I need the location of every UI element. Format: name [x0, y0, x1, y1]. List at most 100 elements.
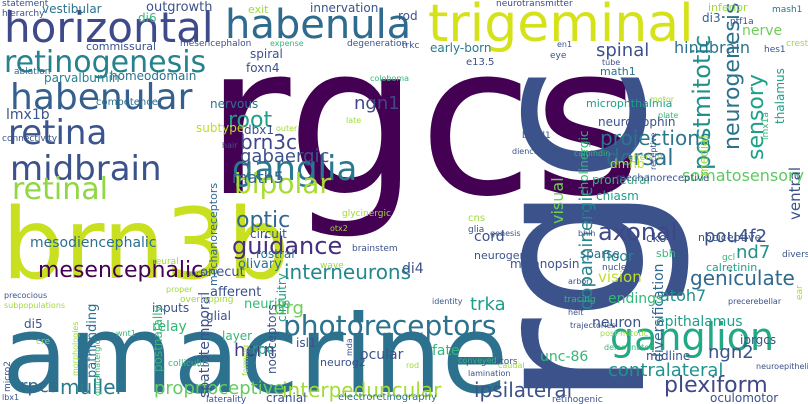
cloud-word: atoh7: [660, 286, 707, 305]
cloud-word: glycinergic: [342, 209, 391, 219]
cloud-word: lbx1: [2, 393, 20, 402]
cloud-word: degeneration: [347, 39, 408, 49]
cloud-word: interpeduncular: [282, 378, 442, 402]
cloud-word: gcl: [722, 253, 736, 263]
cloud-word: neurogenic: [474, 249, 536, 262]
cloud-word: oculomotor: [710, 391, 779, 404]
cloud-word: retinogenic: [552, 395, 603, 404]
cloud-word: post-mitotic: [600, 329, 648, 338]
cloud-word: projections: [600, 126, 711, 150]
cloud-word: glutamatergic: [93, 339, 102, 396]
cloud-word: thalamus: [773, 68, 787, 124]
cloud-word: neurotransmitter: [496, 0, 573, 9]
cloud-word: epithalamus: [656, 314, 743, 330]
cloud-word: vestibular: [42, 2, 102, 16]
cloud-word: di6: [138, 11, 157, 25]
cloud-word: horizontal: [4, 3, 214, 52]
cloud-word: outgrowth: [146, 0, 213, 15]
cloud-word: di3: [702, 11, 721, 25]
cloud-word: trka: [470, 294, 506, 315]
cloud-word: geniculate: [690, 266, 795, 290]
cloud-word: spiral: [250, 47, 283, 61]
cloud-word: isl1: [296, 336, 317, 350]
cloud-word: rpcs: [20, 376, 59, 397]
cloud-word: lamination: [468, 369, 511, 378]
cloud-word: morphologies: [71, 321, 80, 376]
cloud-word: tube: [602, 58, 621, 67]
cloud-word: horn: [234, 340, 275, 361]
cloud-word: sbh: [656, 247, 676, 260]
cloud-word: calbindin: [574, 149, 611, 158]
cloud-word: ablation: [14, 67, 51, 77]
cloud-word: di4: [402, 261, 424, 277]
cloud-word: cko: [646, 231, 667, 245]
cloud-word: retinogenesis: [4, 45, 207, 80]
cloud-word: ventral: [786, 166, 804, 220]
cloud-word: afferent: [210, 285, 262, 300]
cloud-word: forming: [241, 344, 250, 376]
cloud-word: nociceptive: [698, 231, 762, 244]
cloud-word: brn3b: [2, 188, 290, 302]
cloud-word: hair: [222, 141, 238, 150]
cloud-word: nervous: [210, 97, 259, 111]
cloud-word: neurotrophin: [598, 115, 676, 129]
cloud-word: brainstem: [352, 244, 398, 254]
cloud-word: dbx1: [244, 123, 274, 137]
cloud-word: visual: [548, 177, 567, 224]
cloud-word: rostral: [256, 247, 295, 261]
cloud-word: competence: [96, 97, 158, 108]
cloud-word: cns: [468, 213, 486, 224]
cloud-word: tracing: [564, 295, 596, 305]
cloud-word: microphthalmia: [586, 97, 673, 110]
cloud-word: somatosensory: [682, 166, 805, 185]
cloud-word: relay: [152, 319, 187, 335]
cloud-word: diencephalon: [512, 147, 566, 156]
cloud-word: outer: [276, 124, 298, 133]
cloud-word: identity: [432, 297, 463, 306]
cloud-word: subtype: [196, 121, 245, 135]
cloud-word: interneurons: [284, 260, 412, 284]
cloud-word: mechanoreceptive: [616, 173, 710, 184]
cloud-word: habenula: [225, 2, 412, 48]
cloud-word: wave: [320, 261, 344, 271]
cloud-word: spinal: [596, 40, 650, 61]
cloud-word: crest: [786, 39, 808, 49]
cloud-word: electroretinography: [338, 392, 437, 403]
cloud-word: axonal: [598, 218, 678, 246]
cloud-word: statement: [2, 0, 49, 9]
cloud-word: circuit: [250, 227, 287, 241]
cloud-word: neurite: [244, 297, 291, 312]
cloud-word: inferior: [708, 1, 748, 14]
cloud-word: otx2: [330, 224, 348, 233]
cloud-word: unc-86: [540, 349, 589, 365]
cloud-word: neuroepithelium: [756, 362, 808, 371]
cloud-word: mesodiencephalic: [30, 235, 157, 251]
cloud-word: colliculus: [168, 359, 210, 369]
cloud-word: delaminated: [604, 343, 655, 352]
cloud-word: gabaergic: [240, 146, 330, 167]
cloud-word: laterality: [206, 395, 247, 404]
cloud-word: plate: [658, 111, 679, 120]
cloud-word: en1: [557, 40, 573, 49]
cloud-word: ganglia: [232, 149, 358, 189]
cloud-word: fate: [432, 343, 460, 359]
cloud-word: glial: [206, 309, 231, 323]
cloud-word: cre: [36, 337, 50, 347]
cloud-word: neural: [150, 257, 179, 267]
cloud-word: cord: [474, 229, 505, 245]
cloud-word: root: [228, 108, 273, 133]
cloud-word: proprioceptive: [154, 378, 285, 399]
cloud-word: lmx1b: [6, 107, 50, 123]
cloud-word: layer: [222, 329, 253, 343]
cloud-word: endings: [608, 291, 664, 307]
cloud-word: plexiform: [664, 373, 768, 398]
cloud-word: retina: [8, 113, 108, 153]
cloud-word: contralateral: [608, 360, 724, 381]
cloud-word: cholinergic: [577, 130, 591, 196]
cloud-word: sparse: [580, 247, 620, 261]
cloud-word: lmx1a: [761, 112, 771, 140]
cloud-word: late: [346, 116, 362, 125]
cloud-word: postnatally: [151, 305, 165, 372]
cloud-word: rpc: [252, 342, 275, 358]
